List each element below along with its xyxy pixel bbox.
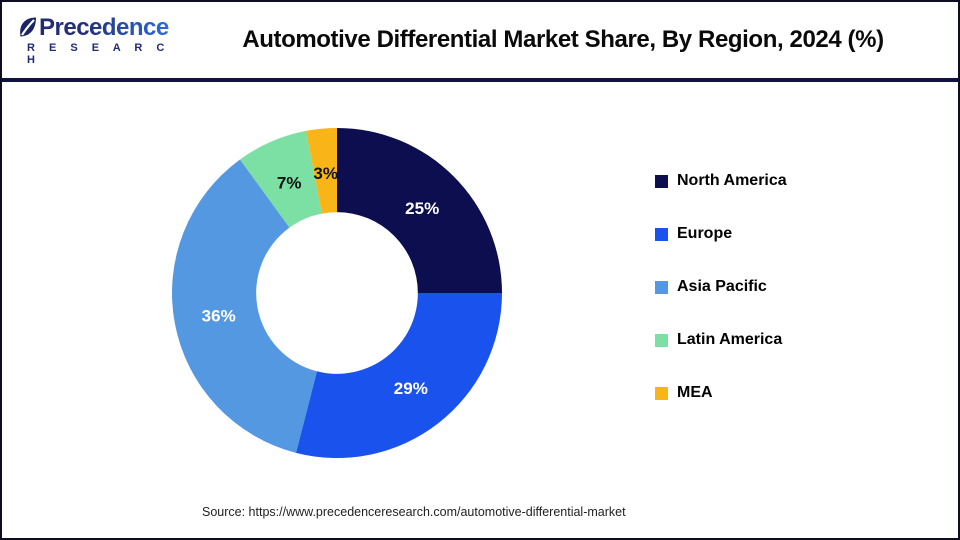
legend: North America Europe Asia Pacific Latin …	[655, 172, 787, 402]
legend-item-latin-america: Latin America	[655, 331, 787, 349]
legend-label: Latin America	[677, 331, 783, 348]
chart-title: Automotive Differential Market Share, By…	[242, 25, 884, 53]
logo-subtitle: R E S E A R C H	[27, 41, 170, 66]
slice-label-mea: 3%	[313, 164, 338, 183]
donut-slice-mea	[306, 128, 337, 214]
leaf-icon	[20, 17, 36, 36]
legend-label: Europe	[677, 225, 733, 242]
legend-swatch	[655, 386, 668, 400]
chart-area: 25% 29% 36% 7% 3% North America Europe Asia …	[2, 82, 958, 532]
donut-slice-north-america	[337, 128, 502, 293]
donut-slice-latin-america	[240, 130, 322, 228]
legend-item-europe: Europe	[655, 225, 787, 243]
slice-label-north-america: 25%	[405, 199, 439, 218]
slice-label-latin-america: 7%	[277, 174, 302, 193]
header: Precedence R E S E A R C H Automotive Di…	[2, 2, 958, 82]
donut-chart: 25% 29% 36% 7% 3%	[171, 128, 502, 459]
donut-slice-asia-pacific	[171, 159, 317, 453]
donut-slice-europe	[295, 293, 502, 459]
legend-item-asia-pacific: Asia Pacific	[655, 278, 787, 296]
logo-row: Precedence	[18, 13, 190, 41]
slice-label-asia-pacific: 36%	[202, 307, 236, 326]
legend-item-north-america: North America	[655, 172, 787, 190]
legend-swatch	[655, 174, 668, 188]
source-note: Source: https://www.precedenceresearch.c…	[202, 505, 626, 519]
legend-label: MEA	[677, 384, 713, 401]
legend-item-mea: MEA	[655, 384, 787, 402]
precedence-research-logo: Precedence R E S E A R C H	[18, 13, 190, 66]
legend-swatch	[655, 280, 668, 294]
slice-label-europe: 29%	[394, 379, 428, 398]
legend-swatch	[655, 333, 668, 347]
logo-name: Precedence	[39, 13, 169, 41]
legend-label: Asia Pacific	[677, 278, 767, 295]
legend-label: North America	[677, 172, 787, 189]
legend-swatch	[655, 227, 668, 241]
